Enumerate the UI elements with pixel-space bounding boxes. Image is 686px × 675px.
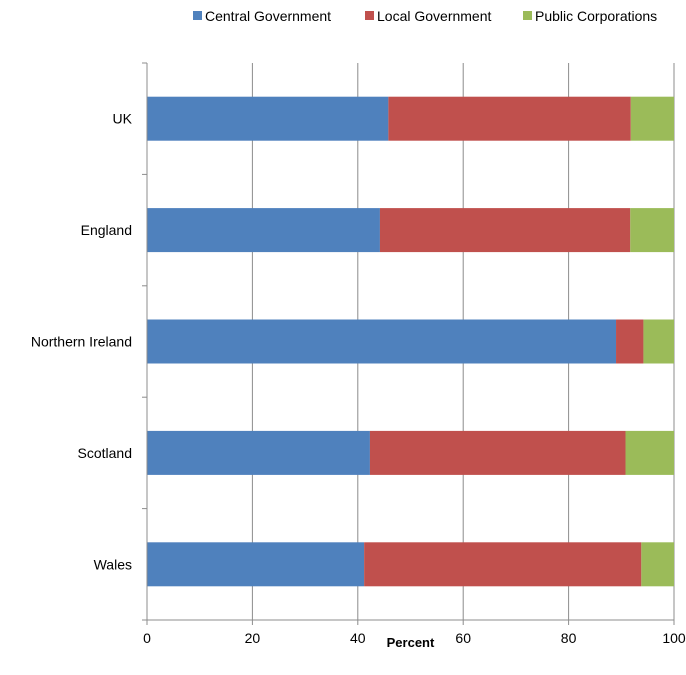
legend-swatch-public-corporations [523,11,532,20]
legend-label-central-government: Central Government [205,8,331,24]
x-tick-label-40: 40 [350,630,366,646]
x-tick-labels: 0 20 40 60 80 100 [143,630,686,646]
bar-northern-ireland-central-government [147,319,617,364]
x-tick-label-20: 20 [245,630,261,646]
bar-wales-local-government [364,542,642,587]
bar-scotland-local-government [369,430,626,475]
legend-swatch-local-government [365,11,374,20]
legend-label-local-government: Local Government [377,8,492,24]
legend-label-public-corporations: Public Corporations [535,8,657,24]
x-tick-label-0: 0 [143,630,151,646]
bar-uk-central-government [147,96,389,141]
bar-wales-central-government [147,542,365,587]
bar-uk-public-corporations [630,96,674,141]
bar-wales-public-corporations [641,542,674,587]
x-tick-label-60: 60 [455,630,471,646]
bar-northern-ireland-public-corporations [643,319,674,364]
y-tick-label-uk: UK [113,111,133,127]
y-tick-label-wales: Wales [94,556,132,572]
bar-scotland-public-corporations [625,430,674,475]
axes [142,62,675,625]
legend: Central Government Local Government Public… [193,8,657,24]
bar-uk-local-government [388,96,631,141]
x-axis-title: Percent [387,635,435,650]
y-tick-label-england: England [81,222,132,238]
bar-england-public-corporations [630,208,674,253]
bar-northern-ireland-local-government [616,319,644,364]
legend-swatch-central-government [193,11,202,20]
bar-england-local-government [379,208,631,253]
y-tick-label-scotland: Scotland [78,445,132,461]
x-tick-label-80: 80 [561,630,577,646]
y-tick-labels: UK England Northern Ireland Scotland Wales [31,111,133,573]
x-tick-label-100: 100 [662,630,686,646]
bars [147,96,674,587]
y-tick-label-northern-ireland: Northern Ireland [31,334,132,350]
bar-england-central-government [147,208,380,253]
bar-scotland-central-government [147,430,370,475]
